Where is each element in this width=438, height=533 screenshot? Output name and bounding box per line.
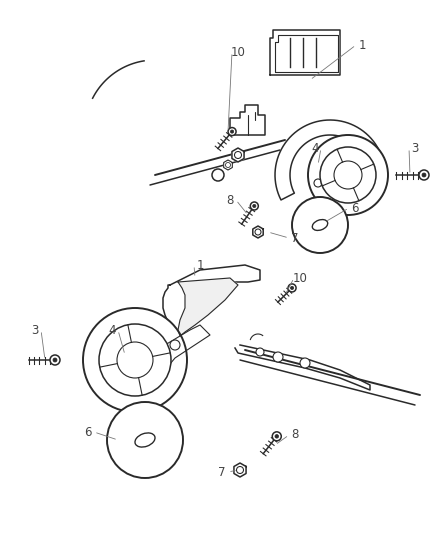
Text: 7: 7 (290, 231, 298, 245)
Text: 7: 7 (218, 465, 225, 479)
Polygon shape (234, 345, 369, 390)
Circle shape (83, 308, 187, 412)
Circle shape (290, 286, 293, 289)
Polygon shape (223, 160, 232, 170)
Text: 3: 3 (410, 141, 418, 155)
Circle shape (107, 402, 183, 478)
Circle shape (307, 135, 387, 215)
Circle shape (228, 127, 236, 135)
Text: 8: 8 (291, 429, 298, 441)
Circle shape (254, 229, 261, 235)
Circle shape (117, 342, 153, 378)
Text: 10: 10 (230, 45, 245, 59)
Polygon shape (274, 35, 337, 72)
Text: 6: 6 (350, 201, 358, 214)
Ellipse shape (134, 433, 155, 447)
Text: 10: 10 (292, 271, 307, 285)
Text: 1: 1 (357, 38, 365, 52)
Circle shape (141, 436, 148, 444)
Polygon shape (269, 30, 339, 75)
Polygon shape (231, 148, 244, 162)
Circle shape (274, 434, 278, 438)
Circle shape (418, 170, 428, 180)
Circle shape (255, 348, 263, 356)
Polygon shape (177, 278, 237, 336)
Circle shape (316, 222, 322, 228)
Circle shape (252, 204, 255, 207)
Circle shape (230, 130, 233, 133)
Circle shape (421, 173, 425, 177)
Circle shape (272, 352, 283, 362)
Polygon shape (274, 120, 378, 200)
Circle shape (53, 358, 57, 362)
Circle shape (313, 179, 321, 187)
Circle shape (236, 466, 243, 473)
Circle shape (272, 432, 281, 441)
Polygon shape (165, 325, 209, 370)
Circle shape (170, 340, 180, 350)
Circle shape (319, 147, 375, 203)
Polygon shape (230, 105, 265, 135)
Polygon shape (252, 226, 263, 238)
Text: 3: 3 (31, 324, 39, 336)
Polygon shape (159, 265, 259, 360)
Text: 4: 4 (108, 324, 116, 336)
Circle shape (234, 151, 241, 158)
Circle shape (212, 169, 223, 181)
Circle shape (287, 284, 295, 292)
Text: 1: 1 (196, 259, 203, 271)
Circle shape (250, 202, 258, 210)
Circle shape (291, 197, 347, 253)
Ellipse shape (311, 220, 327, 230)
Text: 8: 8 (226, 193, 233, 206)
Polygon shape (233, 463, 246, 477)
Text: 6: 6 (84, 425, 92, 439)
Circle shape (299, 358, 309, 368)
Text: 4: 4 (311, 141, 318, 155)
Circle shape (99, 324, 171, 396)
Circle shape (333, 161, 361, 189)
Circle shape (50, 355, 60, 365)
Circle shape (225, 163, 230, 167)
